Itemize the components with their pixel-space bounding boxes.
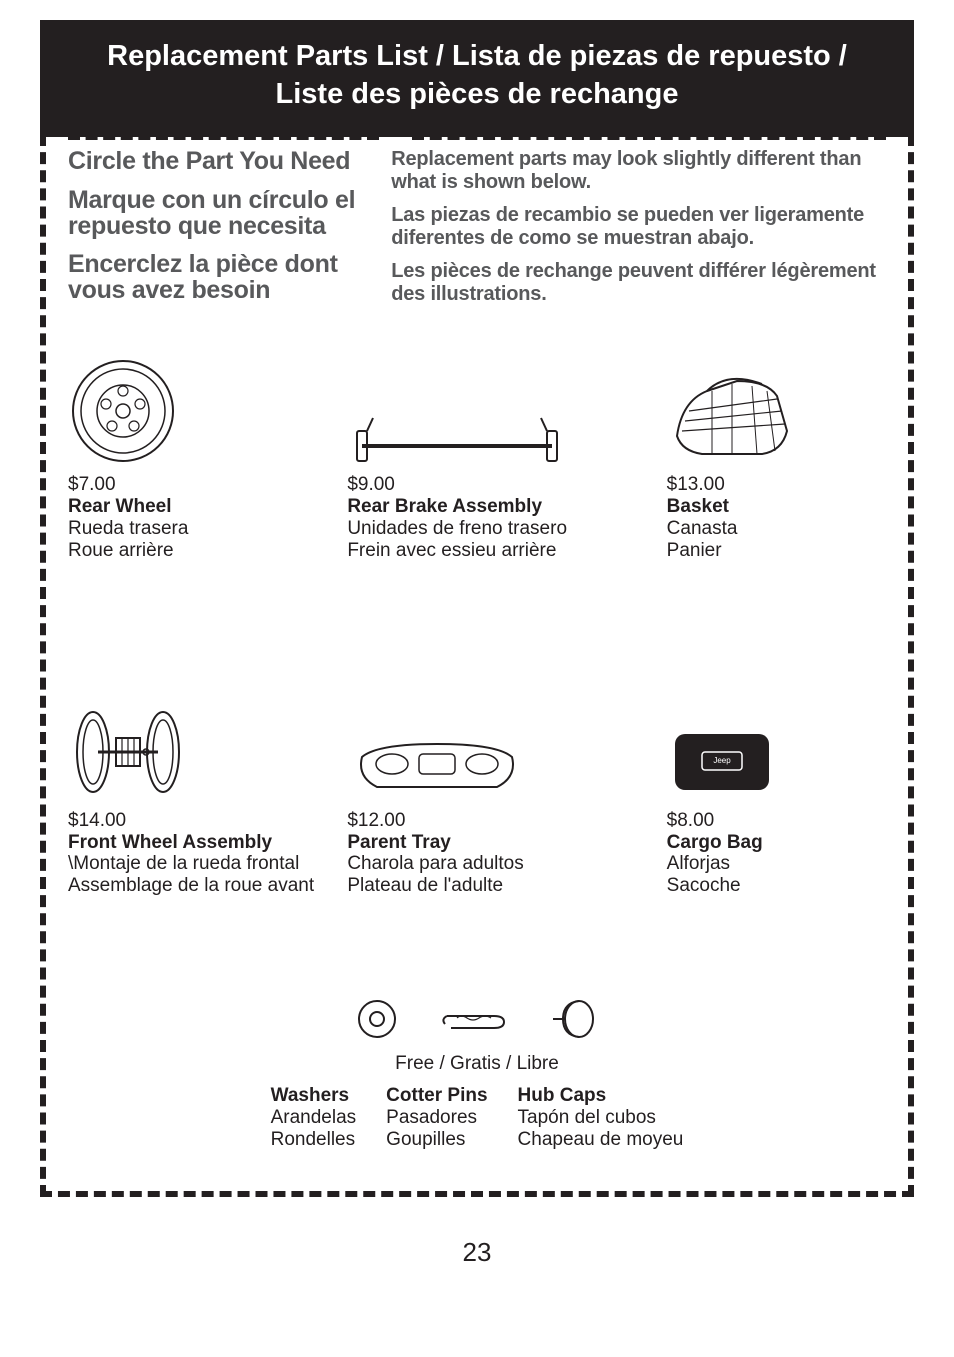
banner-line-1: Replacement Parts List / Lista de piezas… (70, 38, 884, 76)
part-price: $7.00 (68, 474, 327, 496)
free-trans-es: Tapón del cubos (518, 1107, 684, 1129)
cargo-bag-icon: Jeep (667, 722, 777, 802)
parent-tray-icon (347, 732, 527, 802)
rear-wheel-icon (68, 356, 178, 466)
part-price: $12.00 (347, 810, 606, 832)
free-name: Cotter Pins (386, 1085, 487, 1107)
part-price: $8.00 (667, 810, 886, 832)
free-col-hub-caps: Hub Caps Tapón del cubos Chapeau de moye… (518, 1085, 684, 1151)
note-es: Las piezas de recambio se pueden ver lig… (391, 204, 886, 250)
part-name: Rear Brake Assembly (347, 496, 606, 518)
part-trans-es: Rueda trasera (68, 518, 327, 540)
free-col-washers: Washers Arandelas Rondelles (271, 1085, 357, 1151)
part-trans-fr: Assemblage de la roue avant (68, 875, 327, 897)
part-trans-es: Alforjas (667, 853, 886, 875)
part-name: Basket (667, 496, 886, 518)
hub-cap-icon (549, 997, 599, 1041)
part-rear-wheel: $7.00 Rear Wheel Rueda trasera Roue arri… (68, 346, 327, 561)
free-col-cotter-pins: Cotter Pins Pasadores Goupilles (386, 1085, 487, 1151)
free-name: Hub Caps (518, 1085, 684, 1107)
instruction-en: Circle the Part You Need (68, 148, 371, 174)
order-form-box: Circle the Part You Need Marque con un c… (40, 134, 914, 1196)
free-trans-fr: Goupilles (386, 1129, 487, 1151)
part-basket: $13.00 Basket Canasta Panier (627, 346, 886, 561)
part-trans-es: Unidades de freno trasero (347, 518, 606, 540)
free-trans-fr: Chapeau de moyeu (518, 1129, 684, 1151)
part-trans-es: \Montaje de la rueda frontal (68, 853, 327, 875)
note-fr: Les pièces de rechange peuvent différer … (391, 260, 886, 306)
part-trans-es: Charola para adultos (347, 853, 606, 875)
front-wheel-icon (68, 702, 198, 802)
part-trans-fr: Roue arrière (68, 540, 327, 562)
free-trans-es: Arandelas (271, 1107, 357, 1129)
part-name: Cargo Bag (667, 832, 886, 854)
dash-top-left (68, 134, 379, 140)
part-trans-fr: Sacoche (667, 875, 886, 897)
instruction-fr: Encerclez la pièce dont vous avez besoin (68, 251, 371, 304)
part-parent-tray: $12.00 Parent Tray Charola para adultos … (347, 682, 606, 897)
free-trans-es: Pasadores (386, 1107, 487, 1129)
brake-assembly-icon (347, 406, 567, 466)
free-parts-section: Free / Gratis / Libre Washers Arandelas … (68, 997, 886, 1151)
note-en: Replacement parts may look slightly diff… (391, 148, 886, 194)
cotter-pin-icon (439, 1004, 509, 1034)
part-cargo-bag: Jeep $8.00 Cargo Bag Alforjas Sacoche (627, 682, 886, 897)
part-price: $14.00 (68, 810, 327, 832)
free-name: Washers (271, 1085, 357, 1107)
banner-line-2: Liste des pièces de rechange (70, 76, 884, 114)
instruction-es: Marque con un círculo el repuesto que ne… (68, 187, 371, 240)
part-price: $13.00 (667, 474, 886, 496)
washer-icon (355, 997, 399, 1041)
basket-icon (667, 366, 797, 466)
part-name: Parent Tray (347, 832, 606, 854)
part-price: $9.00 (347, 474, 606, 496)
part-brake-assembly: $9.00 Rear Brake Assembly Unidades de fr… (347, 346, 606, 561)
dash-top-right (412, 134, 886, 140)
part-name: Rear Wheel (68, 496, 327, 518)
part-trans-es: Canasta (667, 518, 886, 540)
part-trans-fr: Panier (667, 540, 886, 562)
title-banner: Replacement Parts List / Lista de piezas… (40, 20, 914, 137)
free-label: Free / Gratis / Libre (68, 1053, 886, 1075)
page-number: 23 (40, 1237, 914, 1268)
part-front-wheel: $14.00 Front Wheel Assembly \Montaje de … (68, 682, 327, 897)
free-trans-fr: Rondelles (271, 1129, 357, 1151)
part-name: Front Wheel Assembly (68, 832, 327, 854)
svg-text:Jeep: Jeep (713, 756, 731, 765)
part-trans-fr: Frein avec essieu arrière (347, 540, 606, 562)
part-trans-fr: Plateau de l'adulte (347, 875, 606, 897)
